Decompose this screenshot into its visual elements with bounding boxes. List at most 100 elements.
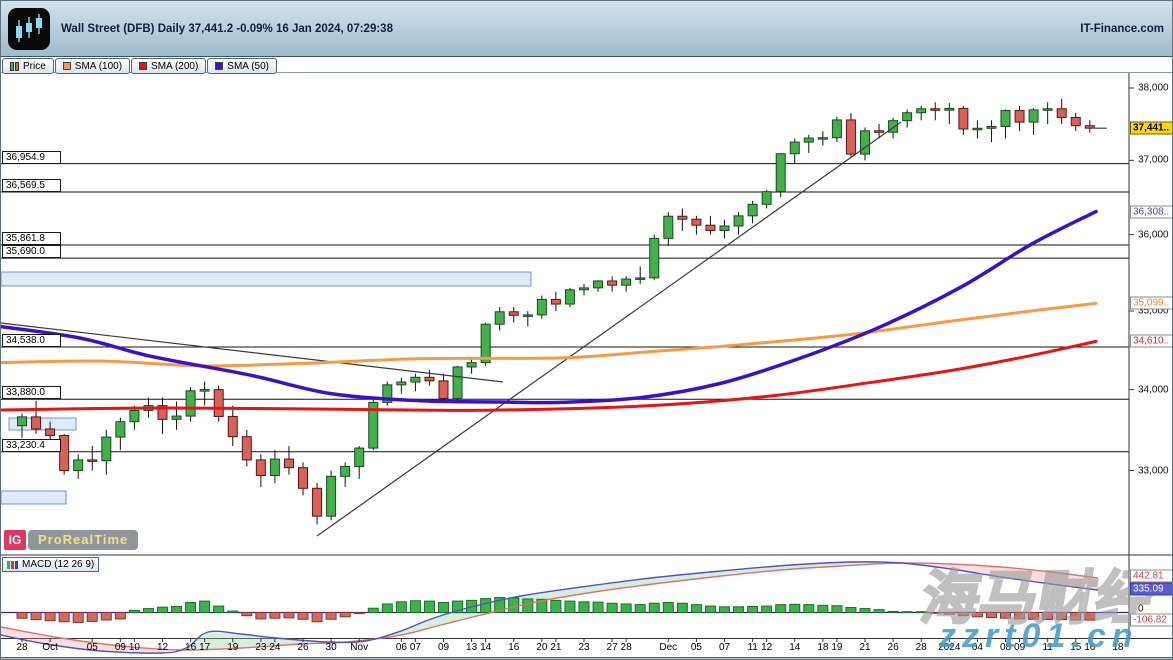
macd-hist-bar xyxy=(817,604,829,613)
x-axis-label: Oct xyxy=(42,642,58,653)
x-axis-label: 26 xyxy=(297,642,309,653)
sma100-swatch-icon xyxy=(62,62,71,70)
macd-hist-bar xyxy=(592,601,604,613)
sma100-price-tag: 35,099.. xyxy=(1130,296,1172,310)
x-axis-label: 14 xyxy=(789,642,801,653)
candle-body xyxy=(438,380,449,399)
prorealtime-wordmark: ProRealTime xyxy=(28,530,139,550)
x-axis-label: 21 xyxy=(550,642,562,653)
candle-body xyxy=(354,447,365,467)
macd-hist-bar xyxy=(30,612,42,621)
macd-hist-bar xyxy=(480,598,492,613)
candle-body xyxy=(607,280,618,286)
app-logo-icon xyxy=(8,7,50,50)
x-axis-label: 07 xyxy=(409,642,421,653)
macd-hist-bar xyxy=(985,612,997,618)
macd-hist-bar xyxy=(648,602,660,614)
candle-body xyxy=(480,323,491,364)
sma200-swatch-icon xyxy=(139,62,148,70)
macd-hist-bar xyxy=(550,599,562,614)
candle-body xyxy=(1042,108,1053,111)
x-axis-label: 26 xyxy=(887,642,899,653)
candle-body xyxy=(73,459,84,472)
candle-body xyxy=(705,224,716,231)
candle-body xyxy=(986,125,997,129)
macd-hist-bar xyxy=(311,612,323,623)
x-axis-label: 17 xyxy=(199,642,211,653)
series-legend: Price SMA (100) SMA (200) SMA (50) xyxy=(2,58,278,74)
x-axis-label: 09 xyxy=(437,642,450,653)
candle-body xyxy=(115,421,126,438)
macd-hist-bar xyxy=(901,611,913,614)
macd-hist-bar xyxy=(1056,612,1068,621)
x-axis-label: 11 xyxy=(747,642,758,653)
candle-body xyxy=(508,311,519,316)
candle-body xyxy=(424,376,435,382)
prorealtime-logo[interactable]: IG ProRealTime xyxy=(4,530,139,550)
sma200-line xyxy=(1,339,1098,412)
legend-tab-sma50[interactable]: SMA (50) xyxy=(207,58,277,74)
candle-body xyxy=(283,458,294,469)
macd-hist-bar xyxy=(1028,612,1040,620)
macd-hist-bar xyxy=(157,606,168,614)
candle-body xyxy=(930,108,941,111)
candle-body xyxy=(340,465,351,477)
macd-hist-bar xyxy=(72,612,84,623)
candle-body xyxy=(312,487,323,517)
candle-body xyxy=(579,287,589,291)
candle-body xyxy=(522,314,533,317)
macd-hist-bar xyxy=(845,607,857,613)
candle-body xyxy=(789,141,800,155)
candle-body xyxy=(227,415,238,438)
macd-hist-bar xyxy=(269,612,281,619)
candle-body xyxy=(494,311,505,325)
macd-hist-bar xyxy=(185,602,197,614)
x-axis-label: 16 xyxy=(185,642,197,653)
legend-sma200-label: SMA (200) xyxy=(151,60,199,72)
candle-body xyxy=(649,237,660,279)
price-axis-tick-label: 37,000 xyxy=(1138,154,1169,166)
legend-tab-price[interactable]: Price xyxy=(2,58,54,74)
candle-body xyxy=(902,112,913,122)
macd-hist-bar xyxy=(704,605,716,614)
candle-body xyxy=(677,215,688,220)
macd-hist-bar xyxy=(367,607,379,613)
macd-indicator-tab[interactable]: MACD (12 26 9) xyxy=(2,557,100,572)
price-level-label: 34,538.0 xyxy=(2,334,61,347)
price-axis-tick-label: 35,000 xyxy=(1138,305,1169,317)
x-axis-label: 12 xyxy=(761,642,773,653)
candle-body xyxy=(761,191,772,205)
candle-body xyxy=(255,459,266,477)
x-axis-label: 21 xyxy=(859,642,871,653)
x-axis-label: 18 xyxy=(817,642,829,653)
x-axis-label: 30 xyxy=(325,642,337,653)
candle-body xyxy=(87,459,98,462)
legend-tab-sma100[interactable]: SMA (100) xyxy=(54,58,131,74)
legend-tab-sma200[interactable]: SMA (200) xyxy=(131,58,207,74)
x-axis-label: 20 xyxy=(536,642,548,653)
macd-hist-bar xyxy=(803,604,815,613)
x-axis-label: 08 xyxy=(999,642,1012,653)
macd-hist-bar xyxy=(873,609,885,614)
macd-hist-bar xyxy=(634,604,646,613)
macd-hist-bar xyxy=(409,600,421,613)
macd-hist-bar xyxy=(1014,612,1026,620)
macd-hist-bar xyxy=(536,598,548,614)
macd-fill-region xyxy=(377,562,901,639)
candle-body xyxy=(888,120,899,133)
x-axis-label: 16 xyxy=(508,642,520,653)
candle-body xyxy=(410,376,421,383)
candlestick-series xyxy=(17,98,1095,525)
candle-body xyxy=(663,215,674,239)
candle-body xyxy=(1056,108,1067,118)
legend-sma100-label: SMA (100) xyxy=(74,60,123,72)
trendline[interactable] xyxy=(1,322,504,383)
macd-hist-bar xyxy=(494,597,506,613)
x-axis-label: 05 xyxy=(690,642,702,653)
trendline[interactable] xyxy=(316,121,902,537)
candle-body xyxy=(269,458,280,477)
candle-body xyxy=(1084,125,1095,129)
macd-hist-bar xyxy=(690,604,702,613)
macd-hist-bar xyxy=(1084,612,1096,621)
